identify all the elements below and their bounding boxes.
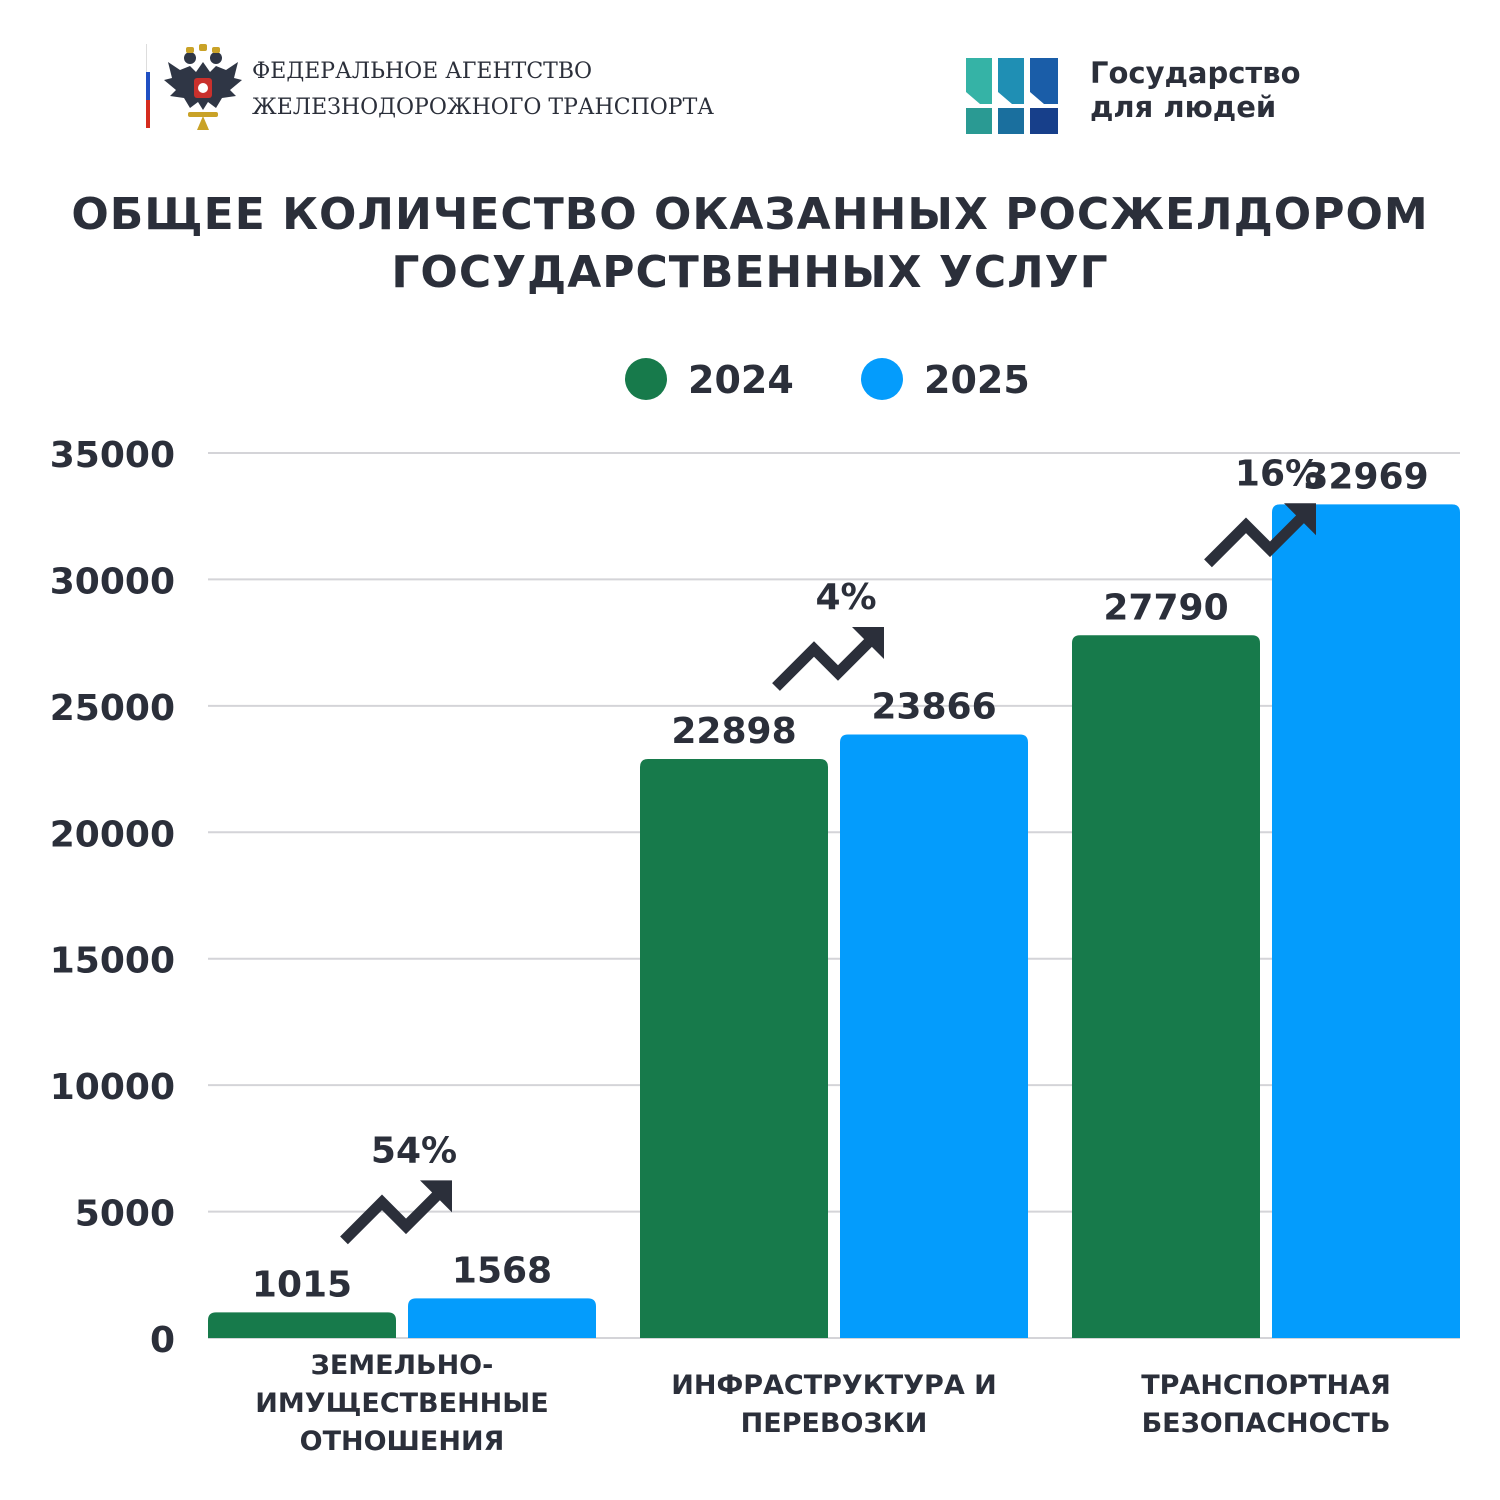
y-tick-label: 20000 [50,814,175,855]
y-tick-label: 5000 [75,1194,175,1235]
agency-name-line1: ФЕДЕРАЛЬНОЕ АГЕНТСТВО [252,59,593,84]
chart-title: ОБЩЕЕ КОЛИЧЕСТВО ОКАЗАННЫХ РОСЖЕЛДОРОМ Г… [0,186,1500,302]
header: ФЕДЕРАЛЬНОЕ АГЕНТСТВО ЖЕЛЕЗНОДОРОЖНОГО Т… [0,0,1500,160]
bar-value-label: 22898 [671,711,796,752]
bar-2024 [640,759,828,1338]
bar-value-label: 27790 [1103,587,1228,628]
y-tick-label: 30000 [50,561,175,602]
category-label: ПЕРЕВОЗКИ [741,1408,928,1439]
gov-for-people-text: Государство для людей [1090,56,1301,124]
growth-percent-label: 16% [1235,453,1321,494]
category-label: ТРАНСПОРТНАЯ [1141,1370,1391,1401]
bar-value-label: 1015 [252,1264,352,1305]
growth-arrowhead-icon [852,627,884,660]
gov-logo-mark-icon [966,58,1058,134]
bar-2024 [208,1312,396,1338]
y-tick-label: 25000 [50,688,175,729]
russian-flag-stripe [146,44,151,128]
bar-2025 [1272,504,1460,1338]
agency-name-line2: ЖЕЛЕЗНОДОРОЖНОГО ТРАНСПОРТА [252,95,714,120]
growth-arrowhead-icon [1284,503,1316,536]
bar-2025 [408,1298,596,1338]
growth-percent-label: 54% [371,1130,457,1171]
bar-value-label: 1568 [452,1250,552,1291]
agency-logo: ФЕДЕРАЛЬНОЕ АГЕНТСТВО ЖЕЛЕЗНОДОРОЖНОГО Т… [146,44,714,134]
y-tick-label: 10000 [50,1067,175,1108]
growth-percent-label: 4% [815,577,876,618]
y-tick-label: 35000 [50,435,175,476]
category-label: ЗЕМЕЛЬНО- [311,1350,494,1381]
legend-marker-2024 [625,358,667,400]
category-label: БЕЗОПАСНОСТЬ [1142,1408,1391,1439]
category-label: ИМУЩЕСТВЕННЫЕ [255,1388,548,1419]
bar-2024 [1072,635,1260,1338]
bar-2025 [840,734,1028,1338]
y-tick-label: 0 [150,1320,175,1361]
growth-arrow-icon [1204,509,1310,568]
gov-text-line2: для людей [1090,90,1277,124]
legend-marker-2025 [861,358,903,400]
gov-for-people-logo: Государство для людей [962,52,1382,142]
chart-title-line2: ГОСУДАРСТВЕННЫХ УСЛУГ [391,247,1109,298]
y-tick-label: 15000 [50,941,175,982]
agency-name: ФЕДЕРАЛЬНОЕ АГЕНТСТВО ЖЕЛЕЗНОДОРОЖНОГО Т… [252,54,714,126]
growth-arrow-icon [772,633,878,691]
bar-value-label: 23866 [871,687,996,728]
chart-title-line1: ОБЩЕЕ КОЛИЧЕСТВО ОКАЗАННЫХ РОСЖЕЛДОРОМ [71,189,1429,240]
bar-value-label: 32969 [1303,456,1428,497]
category-label: ОТНОШЕНИЯ [300,1426,505,1457]
growth-arrow-icon [340,1186,446,1245]
legend-label-2025: 2025 [924,358,1030,402]
gov-text-line1: Государство [1090,56,1301,90]
double-headed-eagle-emblem [164,44,242,130]
category-label: ИНФРАСТРУКТУРА И [671,1370,996,1401]
growth-arrowhead-icon [420,1180,452,1213]
legend-label-2024: 2024 [688,358,794,402]
